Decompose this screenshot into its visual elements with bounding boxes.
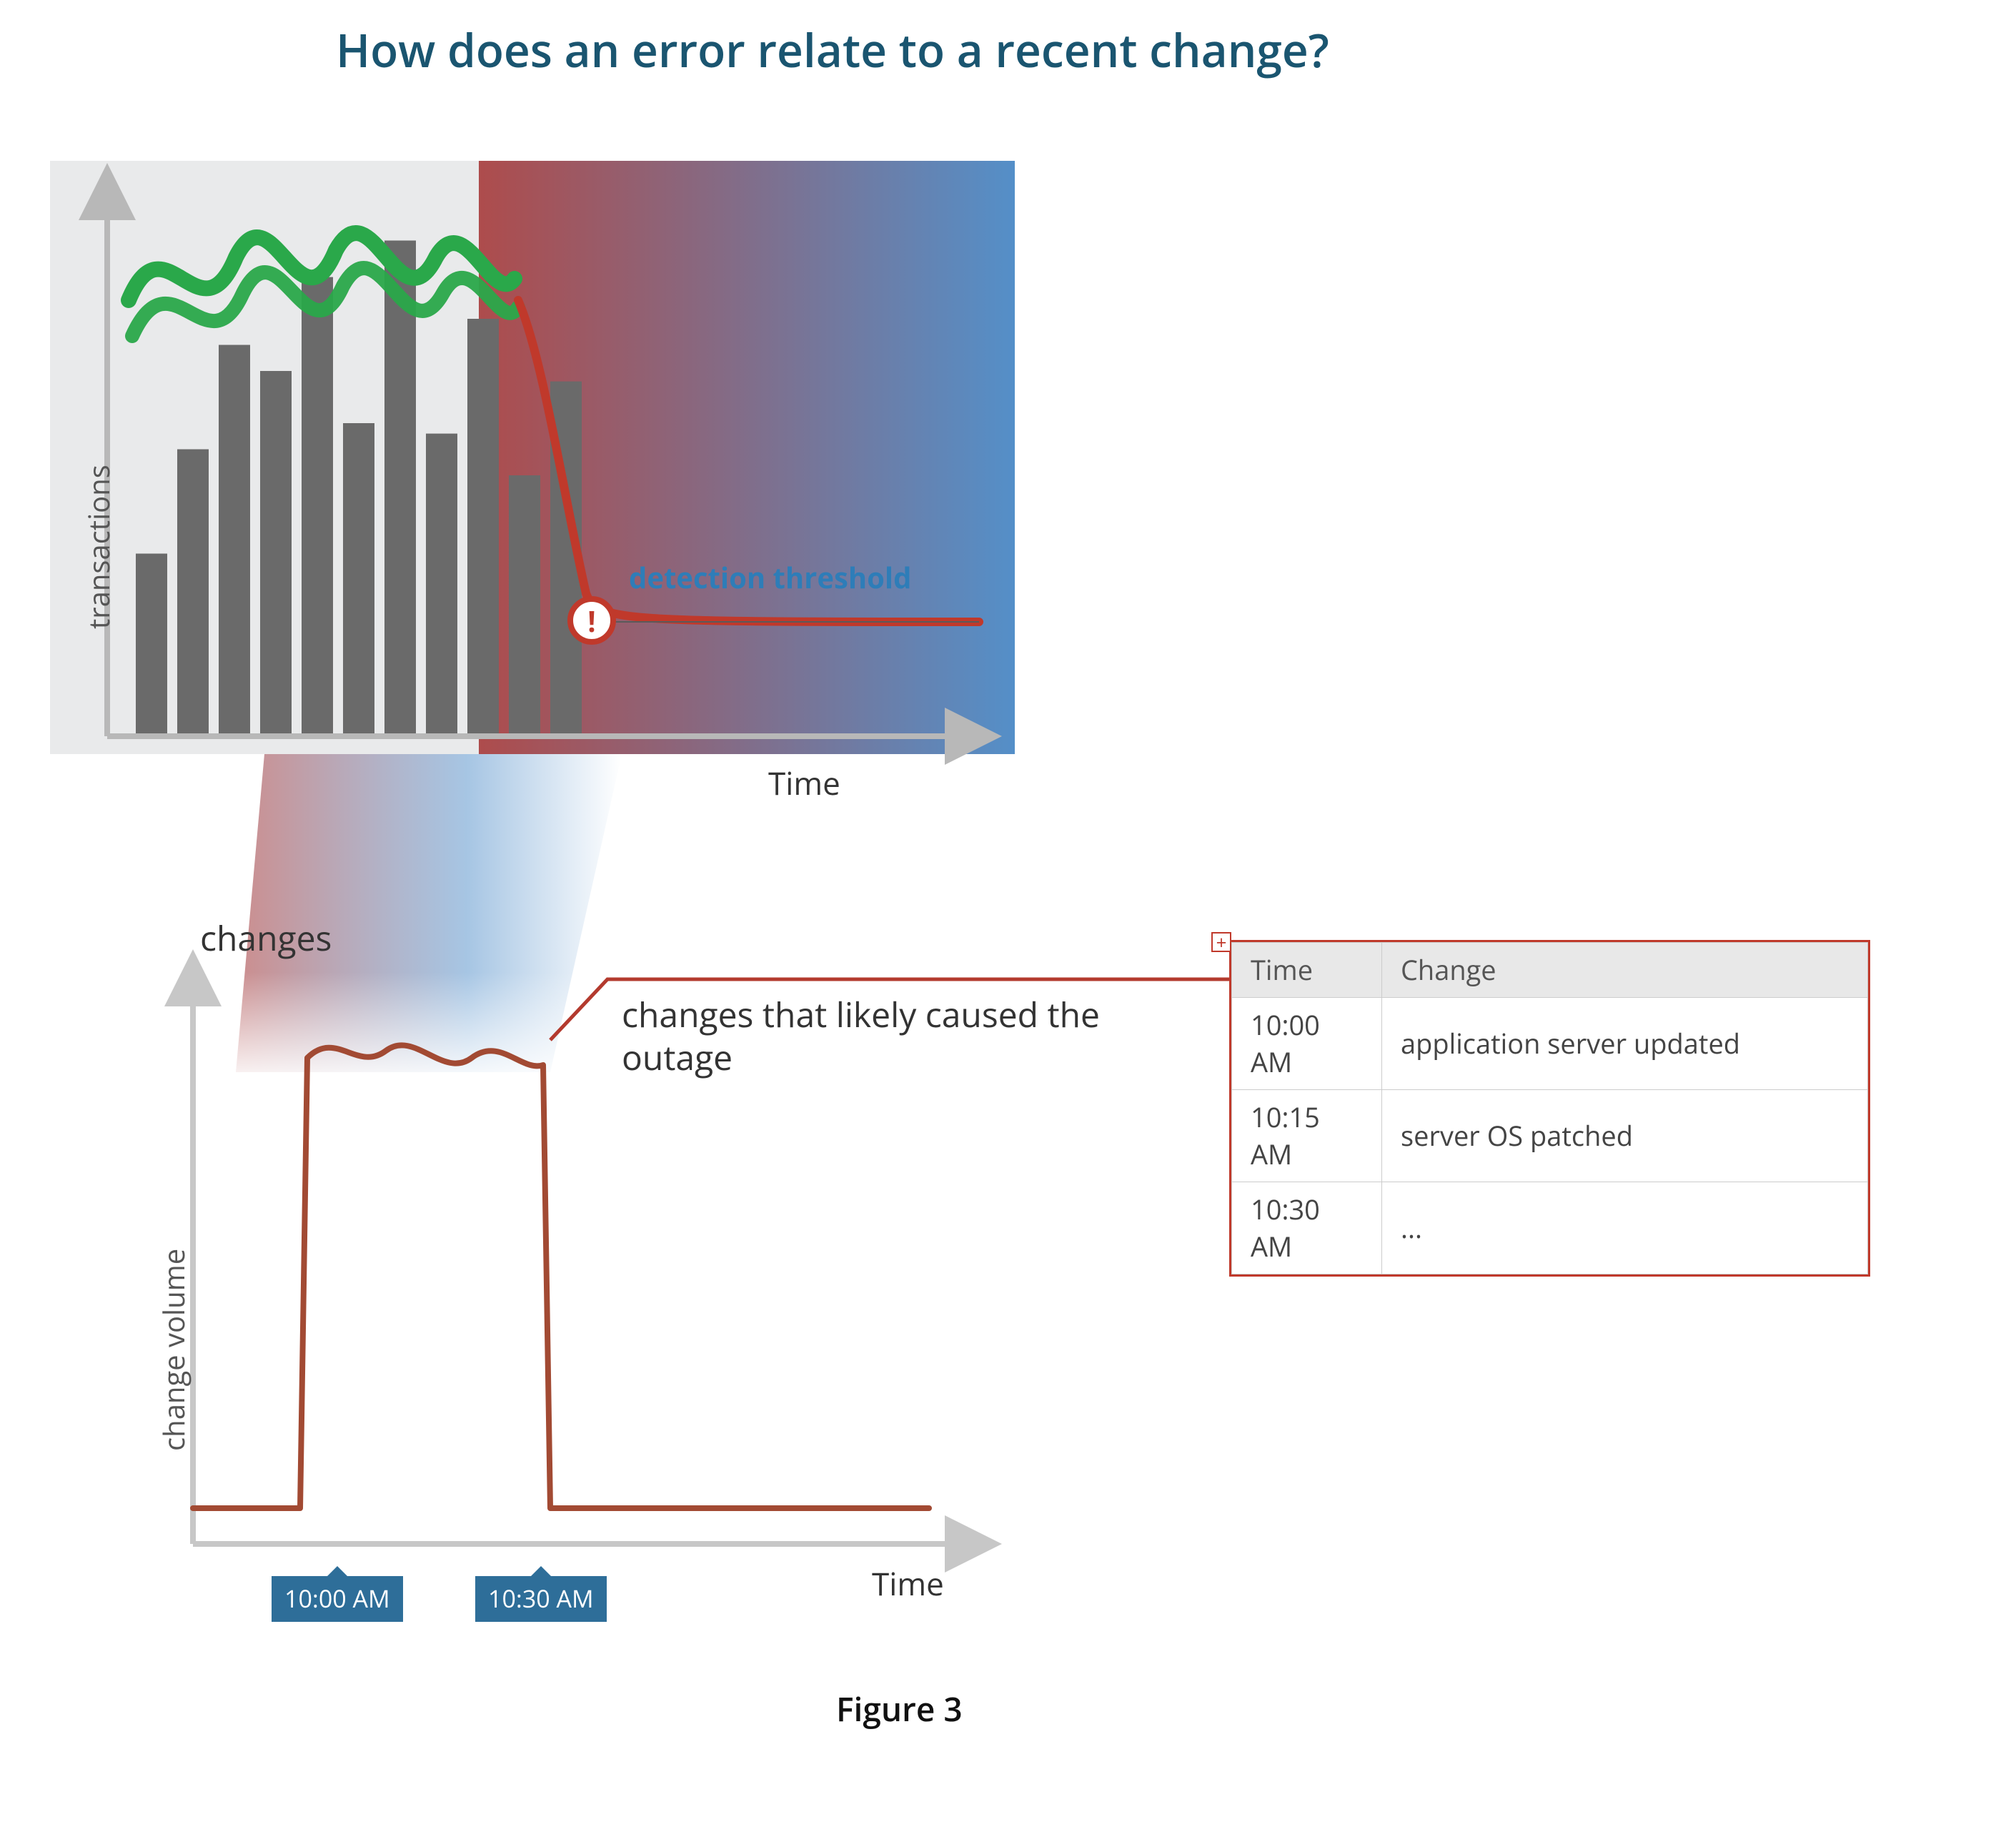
upper-bar [219, 345, 250, 737]
table-cell: application server updated [1382, 998, 1868, 1090]
changes-table-inner: Time Change 10:00 AMapplication server u… [1231, 942, 1868, 1274]
time-chip-1: 10:00 AM [272, 1576, 403, 1622]
changes-table: + Time Change 10:00 AMapplication server… [1229, 940, 1870, 1277]
lower-x-label: Time [872, 1562, 944, 1605]
link-beam-fade [214, 972, 586, 1086]
upper-bar [177, 450, 209, 737]
table-header-row: Time Change [1232, 943, 1868, 998]
col-change: Change [1382, 943, 1868, 998]
table-cell: 10:00 AM [1232, 998, 1382, 1090]
change-volume-curve [193, 1045, 929, 1508]
upper-y-label: transactions [79, 465, 118, 629]
callout-text: changes that likely caused the outage [622, 994, 1122, 1079]
upper-bar [509, 475, 540, 736]
upper-bar [302, 277, 333, 736]
detection-threshold-label: detection threshold [629, 558, 911, 597]
time-chip-2: 10:30 AM [475, 1576, 607, 1622]
upper-bar [260, 371, 292, 736]
upper-bar [467, 319, 499, 736]
table-cell: ... [1382, 1182, 1868, 1274]
lower-title: changes [200, 915, 332, 961]
table-row: 10:00 AMapplication server updated [1232, 998, 1868, 1090]
alert-marker: ! [570, 599, 613, 642]
expand-icon[interactable]: + [1211, 932, 1231, 952]
upper-bar [343, 423, 374, 736]
col-time: Time [1232, 943, 1382, 998]
lower-y-label: change volume [154, 1249, 193, 1451]
upper-bar [136, 554, 167, 737]
table-cell: 10:30 AM [1232, 1182, 1382, 1274]
svg-text:!: ! [587, 601, 595, 640]
table-row: 10:15 AMserver OS patched [1232, 1090, 1868, 1182]
upper-bar [426, 434, 457, 736]
table-cell: server OS patched [1382, 1090, 1868, 1182]
table-cell: 10:15 AM [1232, 1090, 1382, 1182]
table-row: 10:30 AM... [1232, 1182, 1868, 1274]
figure-caption: Figure 3 [836, 1687, 963, 1731]
diagram-root: How does an error relate to a recent cha… [0, 0, 2016, 1847]
upper-x-label: Time [768, 761, 840, 804]
